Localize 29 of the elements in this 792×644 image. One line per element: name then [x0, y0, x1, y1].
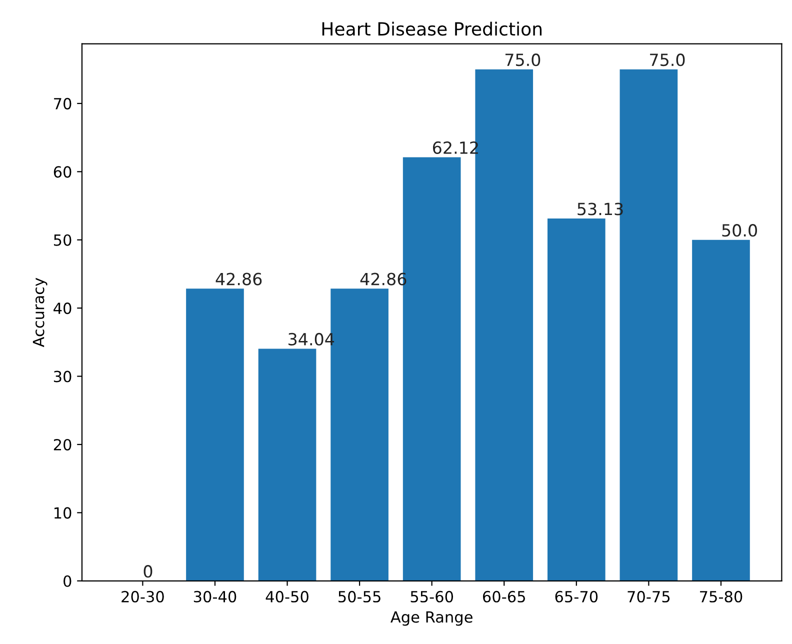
y-tick-label: 50: [54, 234, 72, 246]
x-tick-label: 70-75: [628, 590, 670, 602]
data-label: 75.0: [505, 54, 540, 66]
x-tick-label: 75-80: [700, 590, 742, 602]
x-tick-label: 60-65: [482, 590, 525, 602]
x-tick-label: 65-70: [555, 590, 598, 602]
x-axis-title: Age Range: [390, 611, 472, 626]
data-label: 0: [144, 565, 152, 578]
bar: [692, 240, 750, 581]
y-tick-label: 70: [54, 98, 72, 110]
x-tick-label: 30-40: [194, 590, 236, 602]
y-tick-label: 30: [54, 370, 72, 382]
bar: [258, 348, 316, 581]
y-tick-label: 0: [64, 575, 72, 587]
x-tick-label: 50-55: [338, 590, 380, 602]
data-label: 75.0: [650, 54, 685, 66]
y-tick-label: 20: [54, 438, 72, 451]
bar: [186, 288, 244, 581]
y-axis-title: Accuracy: [32, 278, 48, 348]
x-tick-label: 40-50: [266, 590, 308, 602]
chart-title: Heart Disease Prediction: [322, 22, 542, 36]
bar: [547, 218, 606, 581]
x-tick-label: 20-30: [122, 590, 164, 602]
data-label: 50.0: [722, 224, 757, 237]
y-tick-label: 60: [54, 166, 72, 178]
y-tick-label: 10: [54, 507, 72, 519]
y-tick-label: 40: [54, 302, 72, 314]
x-tick-label: 55-60: [410, 590, 454, 602]
data-label: 42.86: [216, 272, 262, 286]
